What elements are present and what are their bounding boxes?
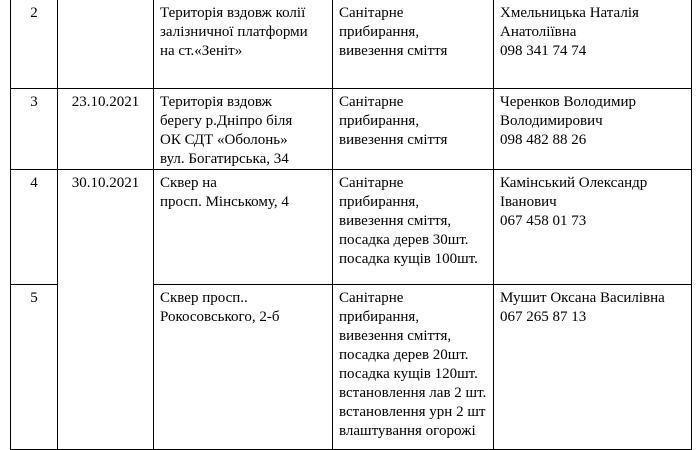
text-line: Територія вздовж bbox=[160, 94, 272, 110]
text-line: посадка дерев 30шт. bbox=[339, 232, 469, 248]
table-row: 3 23.10.2021 Територія вздовж берегу р.Дн… bbox=[10, 88, 692, 170]
row-date bbox=[57, 0, 154, 89]
row-contact: Хмельницька Наталія Анатоліївна 098 341 74… bbox=[493, 0, 692, 89]
events-table: 2 Територія вздовж колії залізничної плат… bbox=[10, 0, 692, 450]
text-line: Санітарне bbox=[339, 94, 404, 110]
text-line: Іванович bbox=[500, 194, 557, 210]
row-location: Територія вздовж колії залізничної платфо… bbox=[153, 0, 333, 89]
text-line: Мушит Оксана Василівна bbox=[500, 290, 665, 306]
row-date: 23.10.2021 bbox=[57, 88, 154, 170]
text-line: Територія вздовж колії bbox=[160, 5, 306, 21]
row-work: Санітарне прибирання, вивезення сміття, пос… bbox=[332, 169, 494, 285]
row-location: Сквер просп.. Рокосовського, 2-б bbox=[153, 284, 333, 450]
row-number: 2 bbox=[10, 0, 58, 89]
table-row: 5 Сквер просп.. Рокосовського, 2-б Саніта… bbox=[10, 284, 692, 450]
text-line: вивезення сміття, bbox=[339, 328, 452, 344]
text-line: вивезення сміття bbox=[339, 43, 448, 59]
text-line: Рокосовського, 2-б bbox=[160, 309, 280, 325]
row-location: Територія вздовж берегу р.Дніпро біля ОК С… bbox=[153, 88, 333, 170]
text-line: вул. Богатирська, 34 bbox=[160, 151, 289, 167]
table-row: 4 30.10.2021 Сквер на просп. Мінському, 4… bbox=[10, 169, 692, 450]
text-line: Камінський Олександр bbox=[500, 175, 648, 191]
text-line: 098 482 88 26 bbox=[500, 132, 587, 148]
text-line: ОК СДТ «Оболонь» bbox=[160, 132, 288, 148]
text-line: Анатоліївна bbox=[500, 24, 577, 40]
text-line: просп. Мінському, 4 bbox=[160, 194, 289, 210]
text-line: посадка кущів 100шт. bbox=[339, 251, 478, 267]
row-date: 30.10.2021 bbox=[57, 169, 154, 450]
text-line: 098 341 74 74 bbox=[500, 43, 587, 59]
text-line: прибирання, bbox=[339, 24, 420, 40]
text-line: Сквер просп.. bbox=[160, 290, 248, 306]
text-line: прибирання, bbox=[339, 309, 420, 325]
row-work: Санітарне прибирання, вивезення сміття bbox=[332, 88, 494, 170]
text-line: на ст.«Зеніт» bbox=[160, 43, 243, 59]
row-contact: Камінський Олександр Іванович 067 458 01 7… bbox=[493, 169, 692, 285]
text-line: посадка дерев 20шт. bbox=[339, 347, 469, 363]
text-line: Черенков Володимир bbox=[500, 94, 636, 110]
text-line: Санітарне bbox=[339, 175, 404, 191]
text-line: 067 458 01 73 bbox=[500, 213, 587, 229]
row-work: Санітарне прибирання, вивезення сміття bbox=[332, 0, 494, 89]
text-line: встановлення лав 2 шт. bbox=[339, 385, 487, 401]
text-line: вивезення сміття bbox=[339, 132, 448, 148]
text-line: прибирання, bbox=[339, 194, 420, 210]
text-line: влаштування огорожі bbox=[339, 423, 476, 439]
row-contact: Мушит Оксана Василівна 067 265 87 13 bbox=[493, 284, 692, 450]
text-line: Санітарне bbox=[339, 290, 404, 306]
row-location: Сквер на просп. Мінському, 4 bbox=[153, 169, 333, 285]
text-line: Санітарне bbox=[339, 5, 404, 21]
row-contact: Черенков Володимир Володимирович 098 482 8… bbox=[493, 88, 692, 170]
row-number: 4 bbox=[10, 169, 58, 285]
text-line: Володимирович bbox=[500, 113, 603, 129]
row-number: 3 bbox=[10, 88, 58, 170]
table-row: 2 Територія вздовж колії залізничної плат… bbox=[10, 0, 692, 89]
text-line: встановлення урн 2 шт bbox=[339, 404, 486, 420]
text-line: вивезення сміття, bbox=[339, 213, 452, 229]
text-line: залізничної платформи bbox=[160, 24, 308, 40]
text-line: посадка кущів 120шт. bbox=[339, 366, 478, 382]
text-line: Хмельницька Наталія bbox=[500, 5, 639, 21]
row-work: Санітарне прибирання, вивезення сміття, пос… bbox=[332, 284, 494, 450]
text-line: 067 265 87 13 bbox=[500, 309, 587, 325]
text-line: Сквер на bbox=[160, 175, 217, 191]
row-number: 5 bbox=[10, 284, 58, 450]
text-line: прибирання, bbox=[339, 113, 420, 129]
text-line: берегу р.Дніпро біля bbox=[160, 113, 293, 129]
